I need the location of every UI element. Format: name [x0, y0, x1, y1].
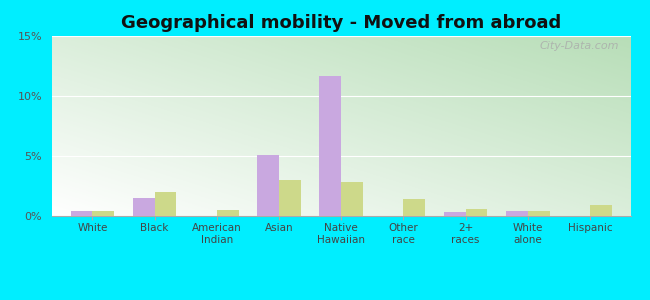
Bar — [71, 211, 92, 216]
Text: City-Data.com: City-Data.com — [540, 41, 619, 51]
Bar — [465, 209, 488, 216]
Bar — [528, 211, 550, 216]
Bar — [506, 211, 528, 216]
Title: Geographical mobility - Moved from abroad: Geographical mobility - Moved from abroa… — [121, 14, 562, 32]
Bar — [92, 211, 114, 216]
Bar — [133, 198, 155, 216]
Bar — [217, 210, 239, 216]
Bar — [279, 180, 301, 216]
Bar — [590, 205, 612, 216]
Bar — [404, 199, 425, 216]
Bar — [257, 155, 279, 216]
Bar — [320, 76, 341, 216]
Bar — [444, 212, 465, 216]
Bar — [341, 182, 363, 216]
Bar — [155, 192, 176, 216]
